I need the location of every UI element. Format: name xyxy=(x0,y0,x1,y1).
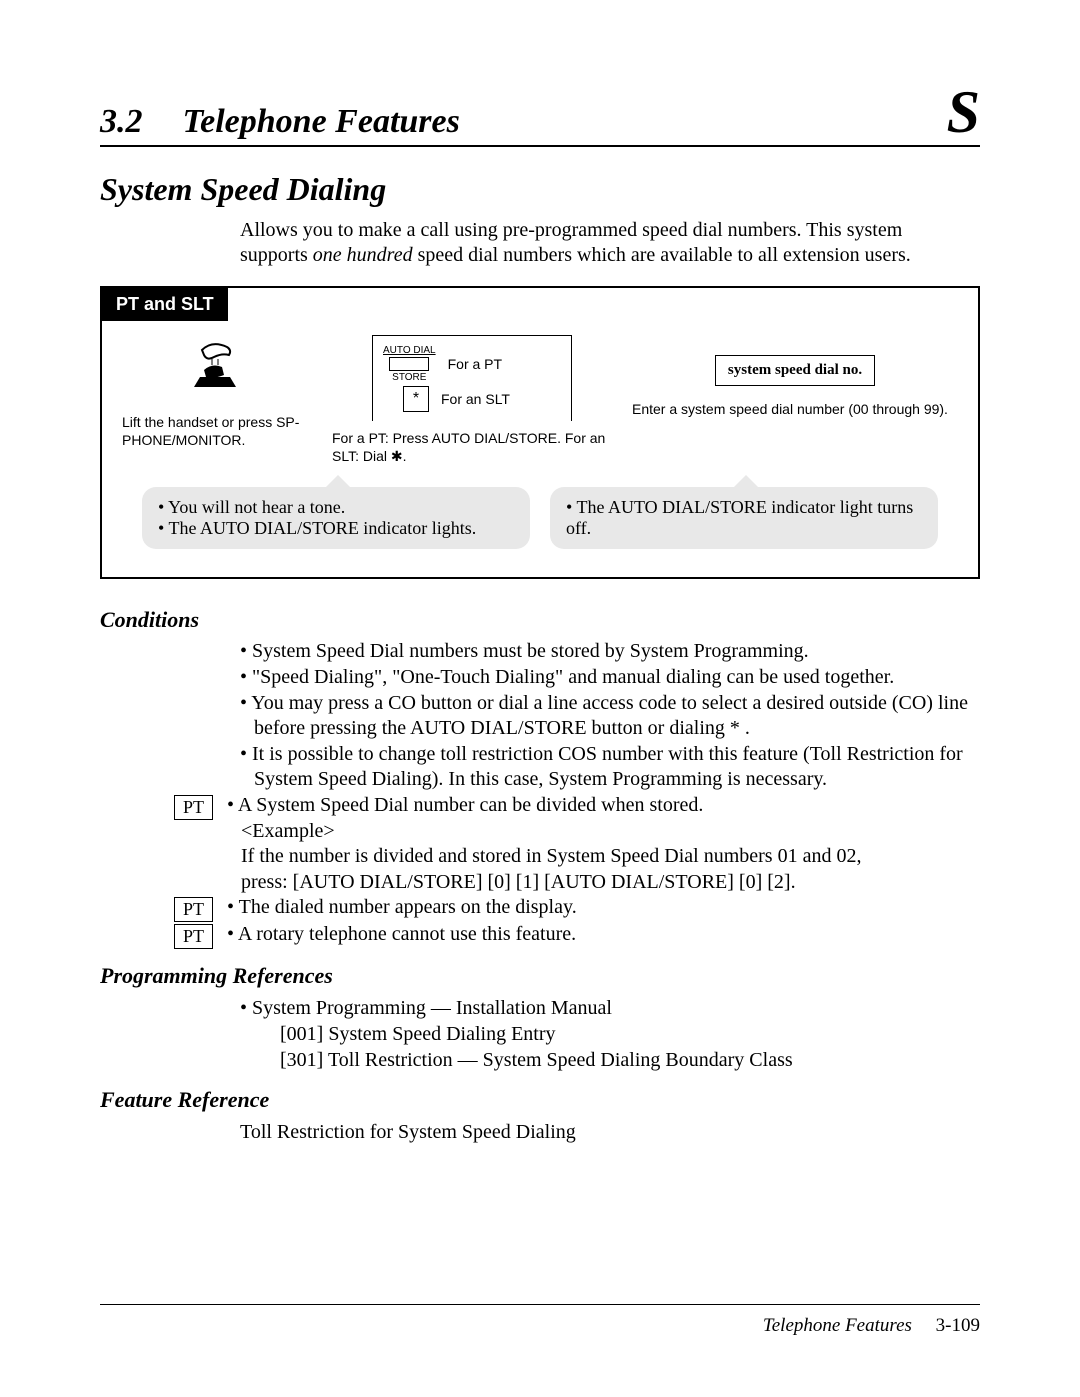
procedure-diagram: PT and SLT Lift the handset or press SP-… xyxy=(100,286,980,579)
for-pt-label: For a PT xyxy=(448,356,502,372)
autodial-button-icon: AUTO DIAL STORE xyxy=(383,345,436,383)
intro-line2b: one hundred xyxy=(313,244,413,266)
intro-line2c: speed dial numbers which are available t… xyxy=(413,244,911,266)
footer-page: 3-109 xyxy=(936,1315,980,1336)
note-bubble-2: The AUTO DIAL/STORE indicator light turn… xyxy=(550,487,938,549)
step-3: system speed dial no. Enter a system spe… xyxy=(632,335,958,465)
note-2a: The AUTO DIAL/STORE indicator light turn… xyxy=(566,497,922,539)
pt-condition-3: PT • A rotary telephone cannot use this … xyxy=(174,922,980,949)
pt-badge: PT xyxy=(174,897,213,922)
pt1-line2: <Example> xyxy=(227,819,980,845)
pt2-text: • The dialed number appears on the displ… xyxy=(227,895,980,921)
page-footer: Telephone Features 3-109 xyxy=(100,1304,980,1337)
footer-label: Telephone Features xyxy=(763,1315,912,1336)
for-slt-label: For an SLT xyxy=(441,391,510,407)
pt1-line4: press: [AUTO DIAL/STORE] [0] [1] [AUTO D… xyxy=(227,870,980,896)
step-3-caption: Enter a system speed dial number (00 thr… xyxy=(632,400,958,418)
intro-line2a: supports xyxy=(240,244,313,266)
prog-refs-list: • System Programming — Installation Manu… xyxy=(240,995,980,1073)
prog-ref-line: [001] System Speed Dialing Entry xyxy=(240,1021,980,1047)
corner-letter: S xyxy=(947,88,980,136)
step-2: AUTO DIAL STORE For a PT * For an SLT Fo… xyxy=(332,335,612,465)
conditions-heading: Conditions xyxy=(100,607,980,633)
pt-badge: PT xyxy=(174,924,213,949)
prog-ref-line: [301] Toll Restriction — System Speed Di… xyxy=(240,1047,980,1073)
pt3-text: • A rotary telephone cannot use this fea… xyxy=(227,922,980,948)
pt1-line3: If the number is divided and stored in S… xyxy=(227,844,980,870)
page-title: System Speed Dialing xyxy=(100,171,980,208)
note-1a: You will not hear a tone. xyxy=(158,497,514,518)
feat-ref-text: Toll Restriction for System Speed Dialin… xyxy=(240,1119,980,1145)
star-key-icon: * xyxy=(403,386,429,412)
pt1-line1: • A System Speed Dial number can be divi… xyxy=(227,793,980,819)
pt-condition-2: PT • The dialed number appears on the di… xyxy=(174,895,980,922)
section-number: 3.2 xyxy=(100,103,143,141)
section-title: Telephone Features xyxy=(183,103,947,141)
note-1b: The AUTO DIAL/STORE indicator lights. xyxy=(158,518,514,539)
diagram-tab: PT and SLT xyxy=(102,288,228,321)
step-1-caption: Lift the handset or press SP-PHONE/MONIT… xyxy=(122,413,312,449)
conditions-list: System Speed Dial numbers must be stored… xyxy=(240,639,980,793)
handset-icon xyxy=(182,335,252,405)
condition-item: System Speed Dial numbers must be stored… xyxy=(240,639,980,665)
pt-badge: PT xyxy=(174,795,213,820)
speed-dial-box: system speed dial no. xyxy=(715,355,875,386)
intro-paragraph: Allows you to make a call using pre-prog… xyxy=(240,218,980,268)
page-header: 3.2 Telephone Features S xyxy=(100,88,980,147)
prog-ref-line: • System Programming — Installation Manu… xyxy=(240,995,980,1021)
pt-condition-1: PT • A System Speed Dial number can be d… xyxy=(174,793,980,895)
condition-item: You may press a CO button or dial a line… xyxy=(240,691,980,742)
step-2-caption: For a PT: Press AUTO DIAL/STORE. For an … xyxy=(332,429,612,465)
condition-item: "Speed Dialing", "One-Touch Dialing" and… xyxy=(240,665,980,691)
condition-item: It is possible to change toll restrictio… xyxy=(240,742,980,793)
note-bubble-1: You will not hear a tone. The AUTO DIAL/… xyxy=(142,487,530,549)
feat-ref-heading: Feature Reference xyxy=(100,1087,980,1113)
step-1: Lift the handset or press SP-PHONE/MONIT… xyxy=(122,335,312,465)
intro-line1: Allows you to make a call using pre-prog… xyxy=(240,219,902,241)
prog-refs-heading: Programming References xyxy=(100,963,980,989)
